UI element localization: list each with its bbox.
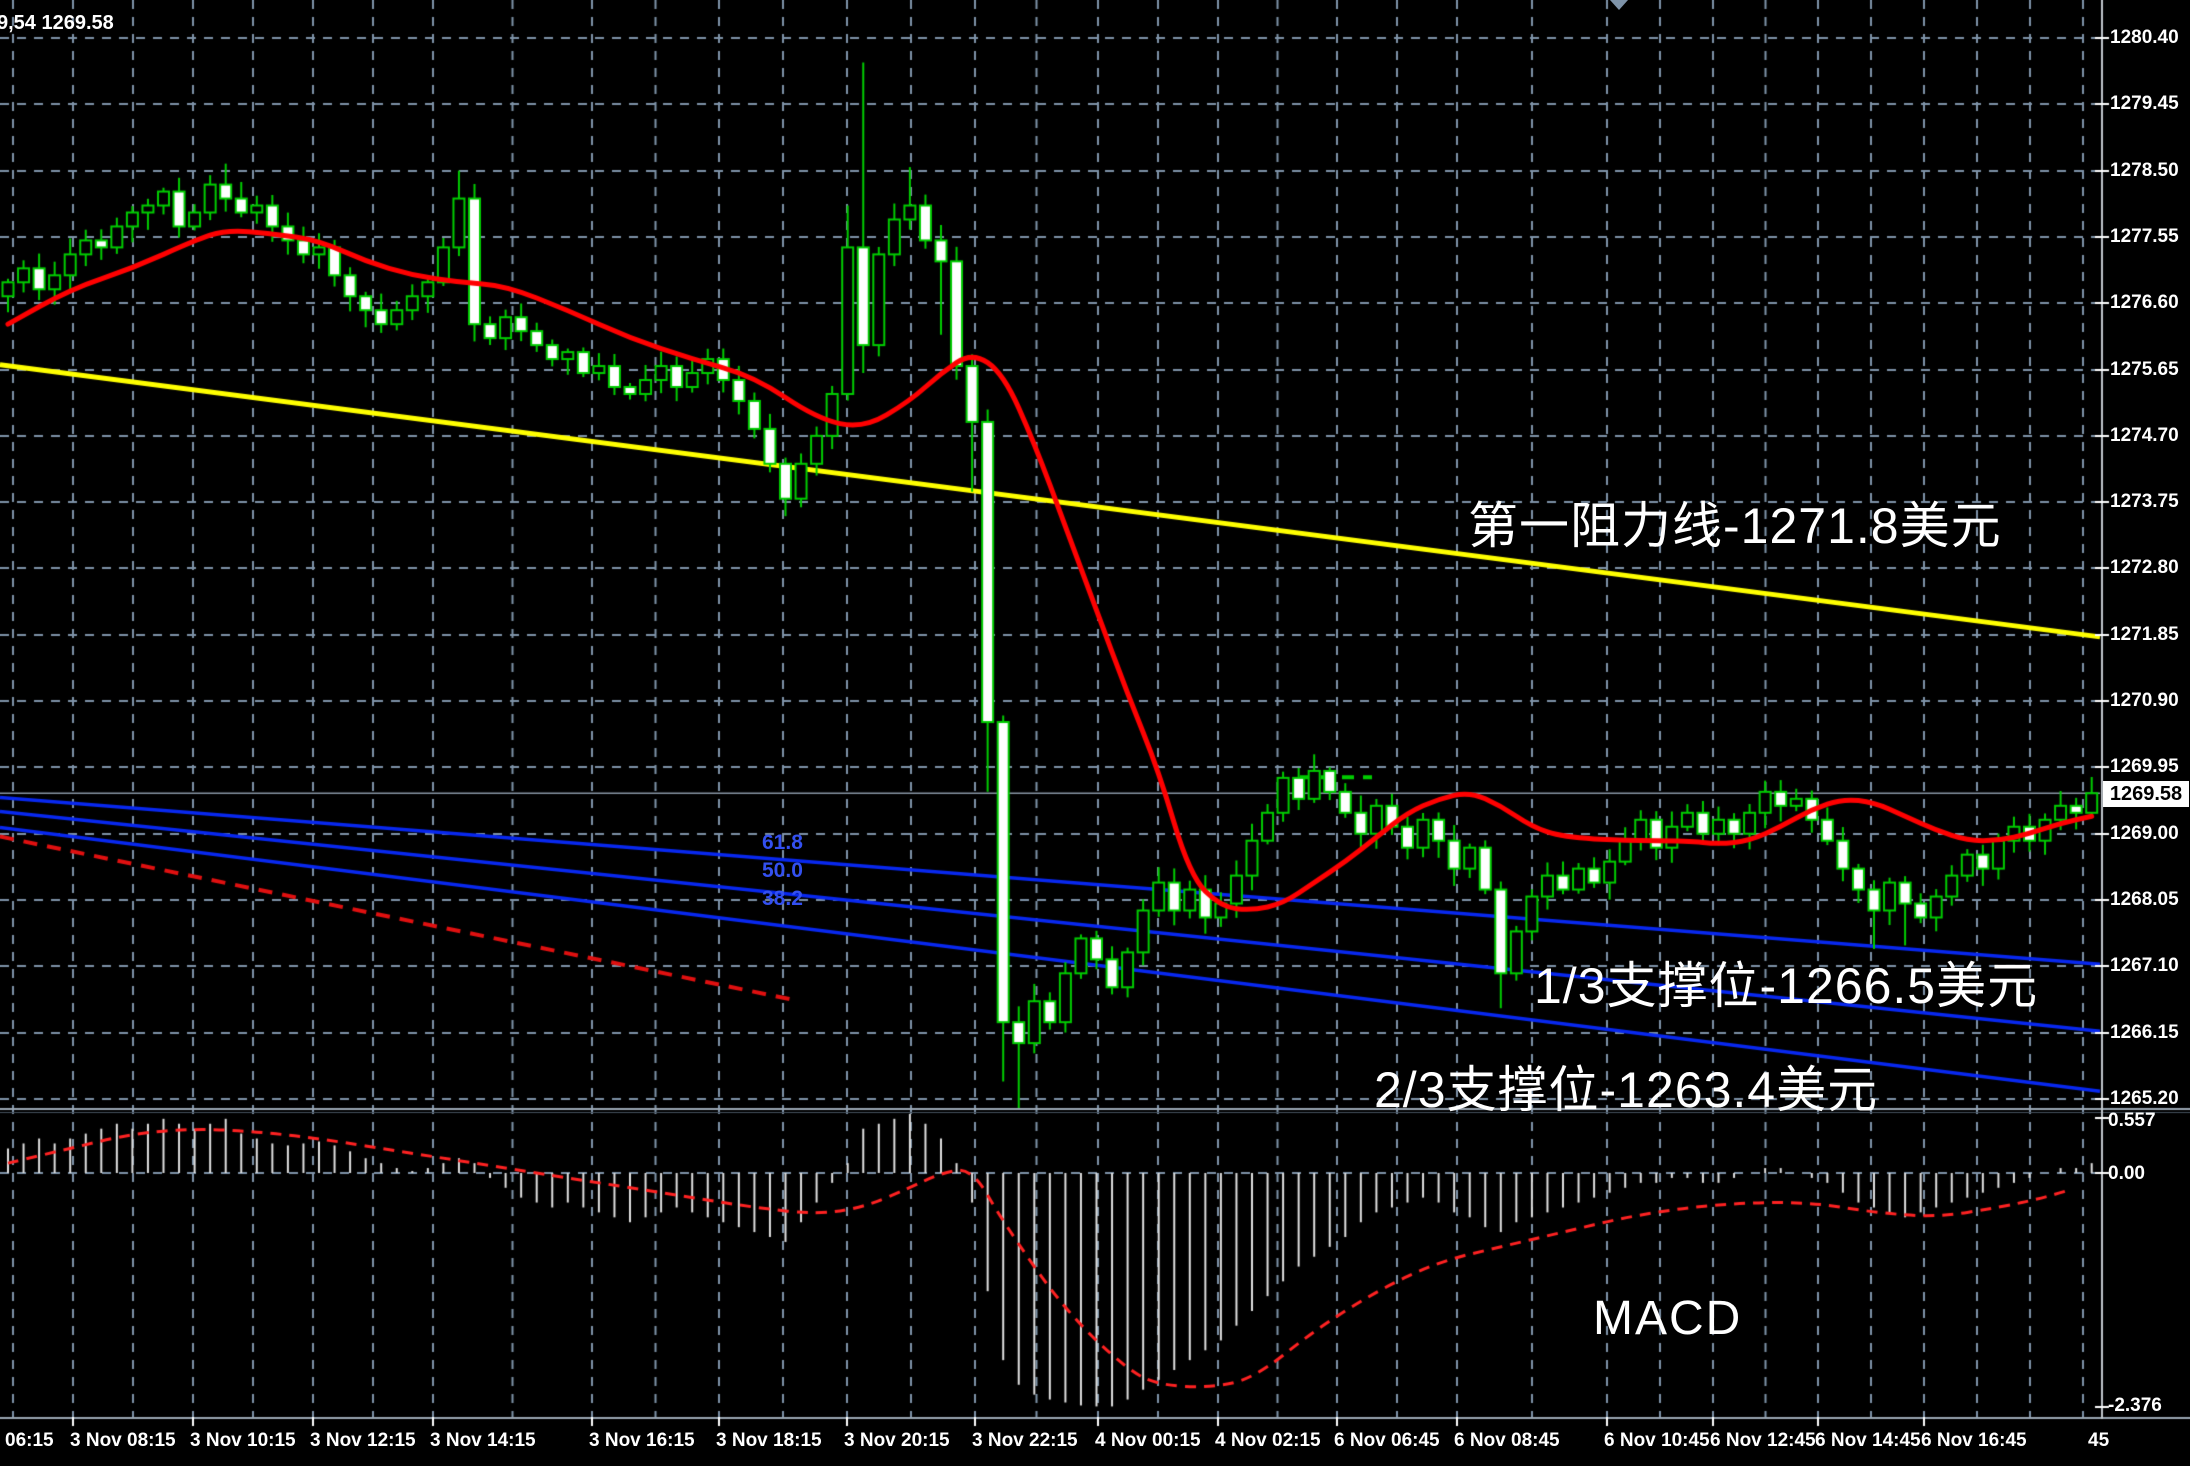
price-axis-label: 1277.55 [2110, 226, 2179, 247]
price-axis-label: 1278.50 [2110, 160, 2179, 181]
price-axis-label: 1271.85 [2110, 624, 2179, 645]
support-two-thirds-annotation: 2/3支撑位-1263.4美元 [1374, 1062, 1879, 1118]
time-axis-label: 3 Nov 16:15 [589, 1430, 695, 1451]
fib-level-label: 50.0 [762, 859, 803, 882]
time-axis-label: 06:15 [5, 1430, 54, 1451]
macd-axis-label: 0.557 [2108, 1110, 2156, 1131]
price-axis-label: 1268.05 [2110, 889, 2179, 910]
current-price-tag: 1269.58 [2103, 781, 2189, 807]
time-axis-label: 3 Nov 14:15 [430, 1430, 536, 1451]
ohlc-info-text: 9,54 1269.58 [0, 12, 114, 34]
time-axis-label: 4 Nov 00:15 [1095, 1430, 1201, 1451]
price-axis-label: 1273.75 [2110, 491, 2179, 512]
time-axis-label: 3 Nov 22:15 [972, 1430, 1078, 1451]
time-axis-label: 6 Nov 16:45 [1921, 1430, 2027, 1451]
price-axis-label: 1269.00 [2110, 823, 2179, 844]
time-axis-label: 3 Nov 20:15 [844, 1430, 950, 1451]
macd-indicator-title: MACD [1593, 1292, 1743, 1345]
time-axis-label: 3 Nov 12:15 [310, 1430, 416, 1451]
price-axis-label: 1279.45 [2110, 93, 2179, 114]
price-axis-label: 1274.70 [2110, 425, 2179, 446]
time-axis-label: 6 Nov 06:45 [1334, 1430, 1440, 1451]
time-axis-label: 6 Nov 12:45 [1710, 1430, 1816, 1451]
price-axis-label: 1269.95 [2110, 756, 2179, 777]
time-axis-label: 4 Nov 02:15 [1215, 1430, 1321, 1451]
time-axis-label: 6 Nov 08:45 [1454, 1430, 1560, 1451]
price-axis-label: 1270.90 [2110, 690, 2179, 711]
price-axis-label: 1280.40 [2110, 27, 2179, 48]
clipped-time-label: 45 [2088, 1430, 2110, 1451]
macd-axis-label: 0.00 [2108, 1163, 2145, 1184]
macd-axis-label: -2.376 [2108, 1395, 2162, 1416]
fib-level-label: 61.8 [762, 831, 803, 854]
resistance-annotation: 第一阻力线-1271.8美元 [1468, 498, 2002, 554]
price-axis-label: 1266.15 [2110, 1022, 2179, 1043]
time-axis-label: 6 Nov 14:45 [1815, 1430, 1921, 1451]
fib-level-label: 38.2 [762, 887, 803, 910]
time-axis-label: 3 Nov 18:15 [716, 1430, 822, 1451]
price-axis-label: 1275.65 [2110, 359, 2179, 380]
price-axis-label: 1265.20 [2110, 1088, 2179, 1109]
chevron-down-icon [1610, 0, 1628, 10]
price-axis-label: 1276.60 [2110, 292, 2179, 313]
price-axis-label: 1272.80 [2110, 557, 2179, 578]
time-axis-label: 3 Nov 08:15 [70, 1430, 176, 1451]
time-axis-label: 6 Nov 10:45 [1604, 1430, 1710, 1451]
time-axis-label: 3 Nov 10:15 [190, 1430, 296, 1451]
support-one-third-annotation: 1/3支撑位-1266.5美元 [1534, 958, 2039, 1014]
price-axis-label: 1267.10 [2110, 955, 2179, 976]
